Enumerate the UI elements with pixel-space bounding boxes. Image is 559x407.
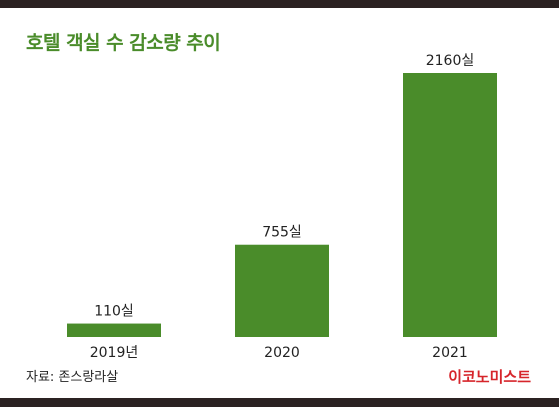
brand-logo-text: 이코노미스트 — [448, 368, 531, 386]
category-label-1: 2020 — [264, 345, 300, 361]
chart-title: 호텔 객실 수 감소량 추이 — [26, 32, 221, 54]
data-label-2: 2160실 — [426, 53, 475, 69]
source-note: 자료: 존스랑라살 — [26, 370, 119, 385]
top-border — [0, 0, 559, 8]
bar-1 — [235, 244, 329, 337]
bar-0 — [67, 323, 161, 337]
category-label-0: 2019년 — [90, 345, 139, 361]
category-label-2: 2021 — [432, 345, 468, 361]
data-label-1: 755실 — [262, 225, 302, 241]
data-label-0: 110실 — [94, 304, 134, 320]
bottom-border — [0, 398, 559, 407]
bar-2 — [403, 73, 497, 337]
